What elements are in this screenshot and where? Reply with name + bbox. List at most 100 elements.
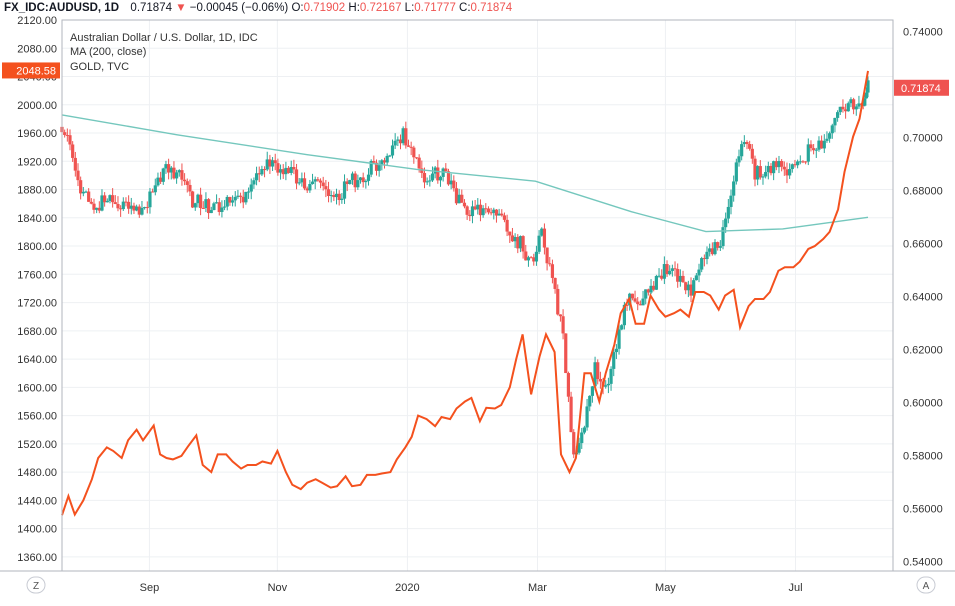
left-tick-label: 1480.00 [17, 467, 57, 479]
candle-down [665, 260, 669, 277]
candle-up [246, 187, 251, 199]
candle-body [798, 161, 802, 163]
candle-body [206, 199, 211, 214]
candle-up [244, 191, 248, 205]
candle-body [438, 176, 443, 181]
candle-body [185, 181, 189, 185]
candle-up [585, 398, 589, 431]
candle-up [364, 179, 368, 189]
candle-body [217, 202, 221, 212]
candle-body [521, 236, 525, 252]
x-tick-label: May [655, 582, 676, 594]
candle-body [766, 165, 770, 172]
candle-body [622, 304, 626, 326]
candle-body [844, 109, 848, 112]
candle-body [113, 202, 117, 205]
legend-symbol[interactable]: Australian Dollar / U.S. Dollar, 1D, IDC [70, 32, 258, 44]
candle-down [446, 168, 451, 186]
candle-up [385, 153, 389, 166]
candle-body [686, 284, 690, 291]
candle-up [81, 187, 85, 197]
candle-up [284, 161, 288, 181]
candle-up [401, 126, 405, 146]
candle-body [729, 195, 733, 207]
candle-body [175, 172, 179, 179]
left-tick-label: 1600.00 [17, 382, 57, 394]
candle-body [137, 206, 141, 215]
candle-down [564, 333, 568, 374]
symbol-name[interactable]: FX_IDC:AUDUSD, 1D [4, 2, 120, 14]
legend-ma[interactable]: MA (200, close) [70, 46, 146, 58]
candle-up [649, 279, 653, 295]
candle-body [580, 432, 584, 444]
candle-body [329, 195, 333, 197]
candle-body [145, 207, 149, 209]
candle-down [486, 206, 491, 215]
candle-down [404, 121, 408, 149]
legend-gold[interactable]: GOLD, TVC [70, 61, 129, 73]
candle-body [265, 159, 269, 170]
candle-body [236, 195, 240, 197]
candle-body [620, 325, 624, 330]
candle-up [686, 280, 690, 298]
candle-down [454, 182, 459, 206]
candle-down [745, 140, 749, 150]
candle-body [124, 201, 128, 203]
candle-body [649, 285, 653, 293]
candle-up [617, 322, 621, 355]
candle-body [193, 203, 197, 208]
candle-body [332, 195, 336, 198]
candle-up [582, 425, 587, 435]
left-tick-label: 1840.00 [17, 213, 57, 225]
candle-body [585, 406, 589, 428]
candle-up [766, 161, 770, 180]
candle-up [814, 147, 818, 158]
candle-body [604, 385, 608, 387]
candle-body [238, 195, 243, 197]
candle-body [300, 178, 304, 183]
candle-up [84, 190, 88, 194]
candle-body [486, 208, 491, 213]
candle-body [529, 257, 533, 259]
auto-scale-right-button[interactable]: A [916, 576, 936, 594]
candle-body [342, 181, 347, 199]
candle-down [652, 281, 656, 292]
candle-down [684, 281, 688, 295]
candle-body [636, 301, 640, 305]
candle-body [414, 157, 419, 159]
left-tick-label: 1680.00 [17, 326, 57, 338]
candle-body [801, 161, 805, 163]
candle-up [854, 104, 858, 116]
candle-body [646, 289, 650, 293]
candle-up [289, 160, 293, 176]
candle-body [545, 247, 549, 264]
auto-scale-left-label: Z [33, 581, 39, 592]
candle-up [143, 206, 147, 210]
candle-body [356, 180, 360, 188]
candle-body [524, 251, 528, 261]
right-tick-label: 0.64000 [903, 292, 943, 304]
candle-down [484, 203, 488, 214]
candle-down [710, 242, 714, 256]
candle-up [713, 239, 717, 256]
candle-up [236, 189, 240, 199]
candle-body [278, 169, 283, 173]
candle-up [705, 246, 709, 265]
candle-up [366, 168, 371, 186]
candle-body [164, 164, 168, 169]
candle-body [833, 117, 837, 126]
candle-up [838, 106, 842, 115]
candle-body [726, 206, 730, 219]
candle-down [286, 165, 291, 174]
high-value: 0.72167 [359, 2, 402, 14]
candle-up [526, 255, 531, 267]
candle-body [644, 289, 648, 299]
ma-200-line [61, 114, 869, 233]
auto-scale-left-button[interactable]: Z [26, 576, 46, 594]
candle-body [465, 206, 469, 215]
candle-body [409, 146, 413, 148]
candle-body [588, 395, 592, 407]
candle-body [79, 180, 83, 194]
candle-down [191, 190, 195, 209]
